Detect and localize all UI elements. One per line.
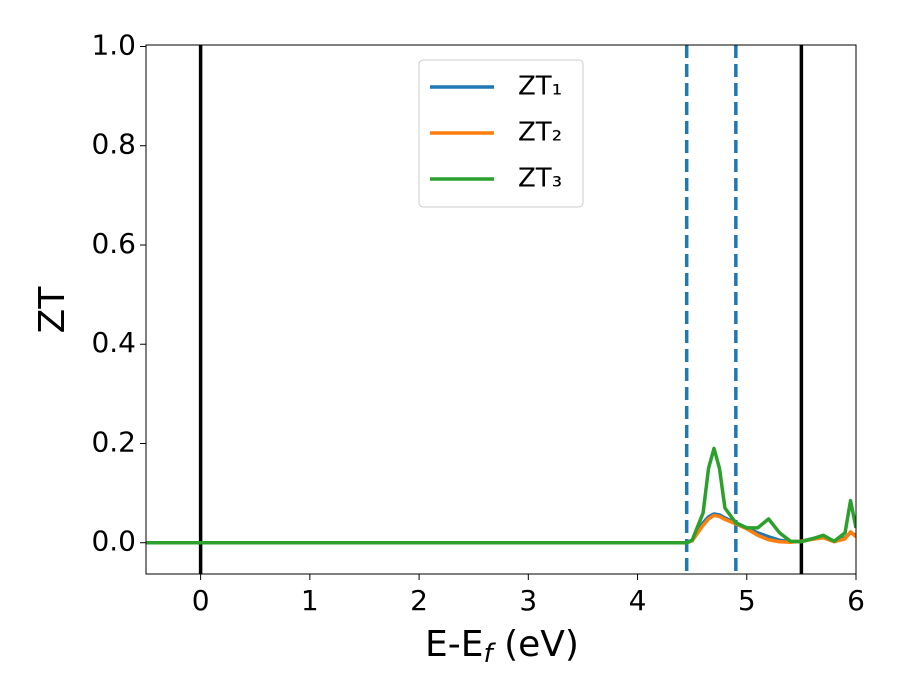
legend-label: ZT₂ (518, 118, 562, 148)
y-tick-label: 1.0 (91, 28, 136, 61)
x-tick-label: 1 (301, 584, 319, 617)
x-tick-label: 6 (847, 584, 865, 617)
y-axis-label: ZT (32, 286, 73, 334)
x-label-main: E-E (425, 624, 483, 665)
x-axis-label: E-Ef (eV) (425, 624, 579, 669)
x-tick-label: 0 (192, 584, 210, 617)
legend-label: ZT₁ (518, 72, 562, 102)
plot-area (146, 45, 856, 574)
x-tick-label: 5 (738, 584, 756, 617)
y-tick-label: 0.6 (91, 227, 136, 260)
legend: ZT₁ ZT₂ ZT₃ (418, 59, 584, 208)
y-tick-label: 0.2 (91, 425, 136, 458)
x-label-tail: (eV) (493, 624, 579, 665)
axes-frame (145, 44, 857, 575)
x-tick-label: 3 (519, 584, 537, 617)
y-tick-label: 0.4 (91, 326, 136, 359)
y-tick-label: 0.8 (91, 128, 136, 161)
x-tick-label: 4 (629, 584, 647, 617)
legend-box (418, 59, 584, 208)
x-tick-label: 2 (410, 584, 428, 617)
series-line (146, 446, 856, 545)
legend-label: ZT₃ (518, 164, 562, 194)
y-tick-label: 0.0 (91, 525, 136, 558)
